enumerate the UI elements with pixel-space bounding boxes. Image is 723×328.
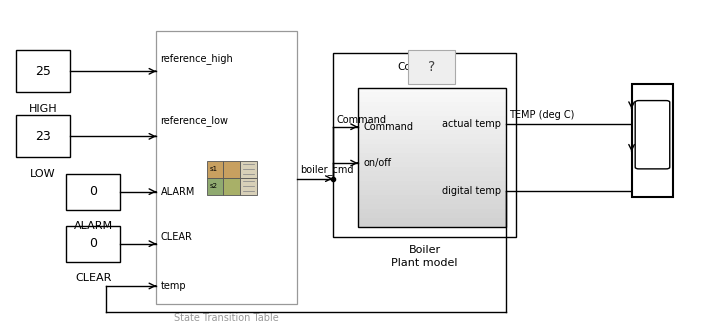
- FancyBboxPatch shape: [358, 96, 505, 102]
- Text: ?: ?: [428, 60, 435, 74]
- Text: s1: s1: [210, 166, 218, 172]
- FancyBboxPatch shape: [358, 199, 505, 204]
- FancyBboxPatch shape: [358, 125, 505, 130]
- Text: CLEAR: CLEAR: [75, 273, 111, 283]
- Text: Plant model: Plant model: [391, 258, 458, 268]
- FancyBboxPatch shape: [16, 115, 70, 157]
- Text: actual temp: actual temp: [442, 119, 501, 129]
- FancyBboxPatch shape: [358, 195, 505, 199]
- FancyBboxPatch shape: [358, 111, 505, 115]
- FancyBboxPatch shape: [358, 185, 505, 190]
- Text: ALARM: ALARM: [161, 187, 195, 197]
- FancyBboxPatch shape: [358, 167, 505, 172]
- Text: State Transition Table: State Transition Table: [174, 313, 279, 323]
- FancyBboxPatch shape: [632, 84, 673, 196]
- FancyBboxPatch shape: [358, 87, 505, 92]
- FancyBboxPatch shape: [358, 204, 505, 209]
- FancyBboxPatch shape: [358, 209, 505, 214]
- FancyBboxPatch shape: [207, 178, 223, 195]
- FancyBboxPatch shape: [333, 53, 516, 237]
- FancyBboxPatch shape: [358, 129, 505, 134]
- Text: LOW: LOW: [30, 169, 56, 179]
- FancyBboxPatch shape: [358, 162, 505, 167]
- FancyBboxPatch shape: [223, 161, 240, 178]
- FancyBboxPatch shape: [67, 226, 120, 261]
- FancyBboxPatch shape: [358, 153, 505, 157]
- Text: Command: Command: [398, 62, 451, 72]
- Text: reference_high: reference_high: [161, 53, 234, 64]
- FancyBboxPatch shape: [358, 115, 505, 120]
- FancyBboxPatch shape: [408, 50, 455, 84]
- FancyBboxPatch shape: [207, 161, 223, 178]
- Text: temp: temp: [161, 281, 187, 291]
- Text: 25: 25: [35, 65, 51, 78]
- FancyBboxPatch shape: [358, 138, 505, 144]
- FancyBboxPatch shape: [358, 143, 505, 148]
- FancyBboxPatch shape: [358, 176, 505, 181]
- FancyBboxPatch shape: [156, 31, 296, 304]
- FancyBboxPatch shape: [223, 178, 240, 195]
- Text: 0: 0: [89, 237, 97, 250]
- Text: s2: s2: [210, 183, 218, 189]
- FancyBboxPatch shape: [16, 50, 70, 92]
- Text: Command: Command: [336, 115, 386, 125]
- FancyBboxPatch shape: [358, 213, 505, 218]
- Text: boiler_cmd: boiler_cmd: [300, 164, 354, 175]
- Text: 0: 0: [89, 185, 97, 198]
- Text: Command: Command: [364, 122, 414, 132]
- FancyBboxPatch shape: [358, 180, 505, 185]
- FancyBboxPatch shape: [358, 148, 505, 153]
- Text: TEMP (deg C): TEMP (deg C): [509, 110, 575, 120]
- Text: ALARM: ALARM: [74, 221, 113, 231]
- Text: Boiler: Boiler: [408, 245, 440, 255]
- FancyBboxPatch shape: [358, 120, 505, 125]
- FancyBboxPatch shape: [358, 106, 505, 111]
- FancyBboxPatch shape: [240, 161, 257, 178]
- Text: HIGH: HIGH: [28, 104, 57, 114]
- FancyBboxPatch shape: [358, 218, 505, 223]
- FancyBboxPatch shape: [358, 101, 505, 106]
- FancyBboxPatch shape: [358, 134, 505, 139]
- FancyBboxPatch shape: [636, 101, 669, 169]
- Text: CLEAR: CLEAR: [161, 232, 192, 242]
- FancyBboxPatch shape: [358, 190, 505, 195]
- FancyBboxPatch shape: [358, 92, 505, 97]
- FancyBboxPatch shape: [67, 174, 120, 210]
- FancyBboxPatch shape: [358, 222, 505, 227]
- FancyBboxPatch shape: [358, 157, 505, 162]
- FancyBboxPatch shape: [358, 171, 505, 176]
- FancyBboxPatch shape: [240, 178, 257, 195]
- Text: 23: 23: [35, 130, 51, 143]
- Text: on/off: on/off: [364, 158, 392, 168]
- Text: digital temp: digital temp: [442, 186, 501, 196]
- Text: reference_low: reference_low: [161, 115, 228, 126]
